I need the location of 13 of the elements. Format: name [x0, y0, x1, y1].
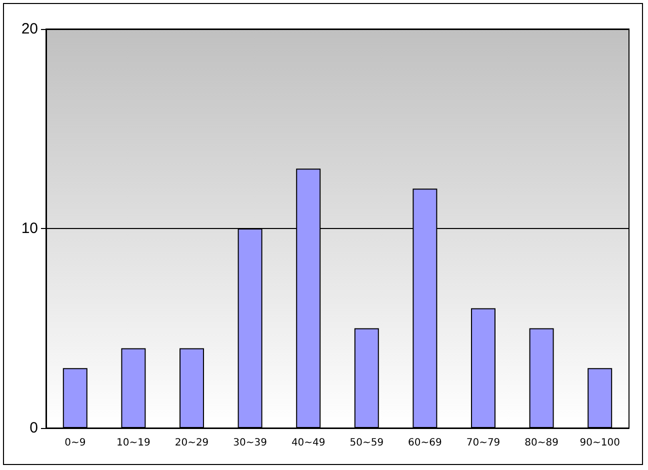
x-tick-label: 0~9 [64, 438, 86, 448]
y-tick-label: 0 [30, 420, 38, 436]
x-tick-label: 70~79 [466, 438, 500, 448]
x-tick-label: 40~49 [291, 438, 326, 448]
x-tick-label: 80~89 [524, 438, 558, 448]
x-tick-label: 10~19 [116, 438, 150, 448]
x-tick-label: 60~69 [408, 438, 442, 448]
x-tick-label: 90~100 [580, 438, 620, 448]
x-tick-label: 20~29 [174, 438, 209, 448]
y-tick-label: 20 [21, 20, 38, 38]
x-tick-label: 30~39 [233, 438, 267, 448]
y-tick-label: 10 [21, 220, 38, 237]
x-tick-label: 50~59 [350, 438, 384, 448]
